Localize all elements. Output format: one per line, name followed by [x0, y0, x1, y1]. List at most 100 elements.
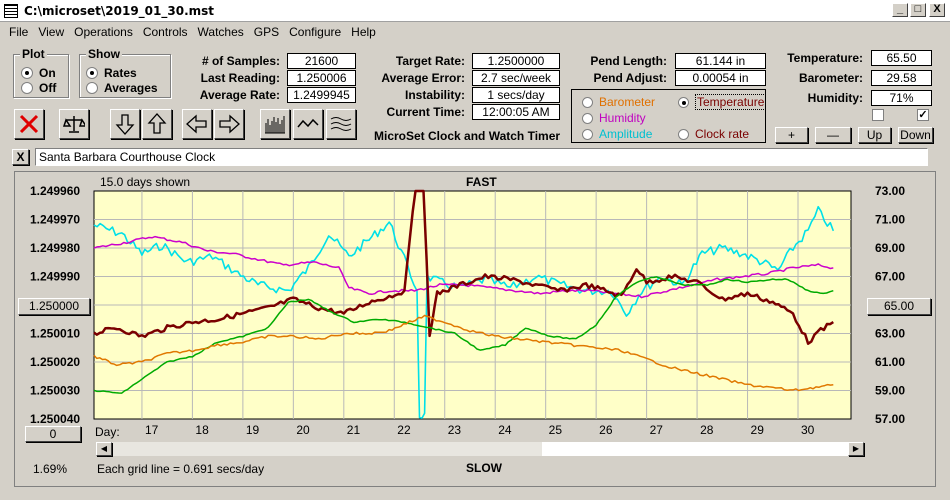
- temperature-field: 65.50: [871, 50, 932, 66]
- plot-off-radio[interactable]: [21, 82, 33, 94]
- left-tick-label: 1.250030: [30, 384, 80, 398]
- series-clockrate-radio[interactable]: [678, 128, 689, 140]
- plot-on-radio[interactable]: [21, 67, 33, 79]
- pend-length-field: 61.144 in: [675, 53, 766, 69]
- show-rates-radio[interactable]: [86, 67, 98, 79]
- balance-button[interactable]: [59, 109, 89, 139]
- bar-graph-icon: [265, 116, 285, 134]
- series-temperature-radio[interactable]: [678, 96, 689, 108]
- plot-off-option[interactable]: Off: [21, 80, 56, 96]
- series-amplitude-option[interactable]: Amplitude: [582, 127, 652, 141]
- menu-watches[interactable]: Watches: [197, 25, 244, 39]
- plus-button[interactable]: +: [775, 127, 808, 143]
- x-tick-label: 29: [751, 423, 765, 437]
- app-caption: MicroSet Clock and Watch Timer: [374, 129, 561, 143]
- series-humidity-radio[interactable]: [582, 112, 593, 124]
- x-tick-label: 23: [448, 423, 462, 437]
- scroll-thumb[interactable]: [542, 442, 849, 456]
- plot-on-label: On: [39, 66, 56, 80]
- pend-length-label: Pend Length:: [590, 54, 667, 68]
- right-tick-label: 61.00: [875, 355, 905, 369]
- center-rate-button[interactable]: 1.250000: [18, 298, 90, 315]
- plot-on-option[interactable]: On: [21, 65, 56, 81]
- last-reading-label: Last Reading:: [200, 71, 280, 85]
- right-tick-label: 57.00: [875, 412, 905, 426]
- maximize-button[interactable]: □: [910, 3, 926, 17]
- x-tick-label: 21: [347, 423, 361, 437]
- grid-note: Each grid line = 0.691 secs/day: [97, 462, 265, 476]
- right-tick-label: 71.00: [875, 213, 905, 227]
- horizontal-scrollbar[interactable]: ◀ ▶: [95, 441, 865, 457]
- series-barometer-label: Barometer: [599, 95, 656, 109]
- series-barometer-option[interactable]: Barometer: [582, 95, 655, 109]
- x-tick-label: 17: [145, 423, 159, 437]
- menu-view[interactable]: View: [38, 25, 65, 39]
- average-error-field: 2.7 sec/week: [472, 70, 560, 86]
- bar-graph-button[interactable]: [260, 109, 290, 139]
- left-tick-label: 1.250020: [30, 355, 80, 369]
- slow-label: SLOW: [466, 461, 502, 475]
- show-averages-option[interactable]: Averages: [86, 80, 158, 96]
- clear-button[interactable]: [14, 109, 44, 139]
- clock-close-button[interactable]: X: [12, 149, 29, 165]
- day-label: Day:: [95, 425, 120, 439]
- series-barometer-radio[interactable]: [582, 96, 593, 108]
- minus-button[interactable]: —: [815, 127, 851, 143]
- center-temp-button[interactable]: 65.00: [867, 298, 931, 315]
- pend-adjust-field: 0.00054 in: [675, 70, 766, 86]
- samples-field: 21600: [287, 53, 356, 69]
- clock-name-field[interactable]: Santa Barbara Courthouse Clock: [35, 148, 928, 166]
- left-arrow-button[interactable]: [182, 109, 212, 139]
- instability-field: 1 secs/day: [472, 87, 560, 103]
- series-amplitude-radio[interactable]: [582, 128, 593, 140]
- pend-adjust-label: Pend Adjust:: [593, 71, 667, 85]
- menu-file[interactable]: File: [9, 25, 29, 39]
- x-tick-label: 19: [246, 423, 260, 437]
- menu-help[interactable]: Help: [351, 25, 376, 39]
- menu-operations[interactable]: Operations: [74, 25, 133, 39]
- x-tick-label: 30: [801, 423, 815, 437]
- up-arrow-button[interactable]: [142, 109, 172, 139]
- show-rates-label: Rates: [104, 66, 137, 80]
- humidity-label: Humidity:: [807, 91, 863, 105]
- target-rate-field[interactable]: 1.2500000: [472, 53, 560, 69]
- barometer-label: Barometer:: [798, 71, 863, 85]
- series-humidity-option[interactable]: Humidity: [582, 111, 646, 125]
- menu-configure[interactable]: Configure: [289, 25, 342, 39]
- series-line-1: [93, 235, 834, 299]
- series-clockrate-option[interactable]: Clock rate: [678, 127, 749, 141]
- scroll-right-button[interactable]: ▶: [848, 442, 864, 456]
- right-tick-label: 63.00: [875, 327, 905, 341]
- menu-gps[interactable]: GPS: [253, 25, 280, 39]
- clear-icon: [19, 114, 39, 134]
- barometer-field: 29.58: [871, 70, 932, 86]
- up-button[interactable]: Up: [858, 127, 891, 143]
- close-button[interactable]: X: [929, 3, 945, 17]
- series-line-4: [93, 314, 834, 392]
- samples-label: # of Samples:: [201, 54, 280, 68]
- left-tick-label: 1.249960: [30, 184, 80, 198]
- menu-controls[interactable]: Controls: [142, 25, 188, 39]
- last-reading-field: 1.250006: [287, 70, 356, 86]
- offset-button[interactable]: 0: [25, 426, 81, 442]
- multi-wave-button[interactable]: [326, 109, 356, 139]
- left-tick-label: 1.250010: [30, 327, 80, 341]
- series-temperature-option[interactable]: Temperature: [678, 94, 767, 110]
- env-checkbox-1[interactable]: [872, 109, 884, 121]
- show-averages-label: Averages: [104, 81, 158, 95]
- x-tick-label: 27: [650, 423, 664, 437]
- right-arrow-button[interactable]: [214, 109, 244, 139]
- down-button[interactable]: Down: [898, 127, 933, 143]
- multi-wave-icon: [330, 117, 352, 131]
- scroll-left-button[interactable]: ◀: [96, 442, 112, 456]
- down-arrow-button[interactable]: [110, 109, 140, 139]
- env-checkbox-2[interactable]: ✓: [917, 109, 929, 121]
- series-temperature-label: Temperature: [695, 94, 767, 110]
- series-amplitude-label: Amplitude: [599, 127, 653, 141]
- show-averages-radio[interactable]: [86, 82, 98, 94]
- minimize-button[interactable]: _: [892, 3, 908, 17]
- show-rates-option[interactable]: Rates: [86, 65, 137, 81]
- wave-button[interactable]: [293, 109, 323, 139]
- right-tick-label: 69.00: [875, 241, 905, 255]
- average-error-label: Average Error:: [381, 71, 465, 85]
